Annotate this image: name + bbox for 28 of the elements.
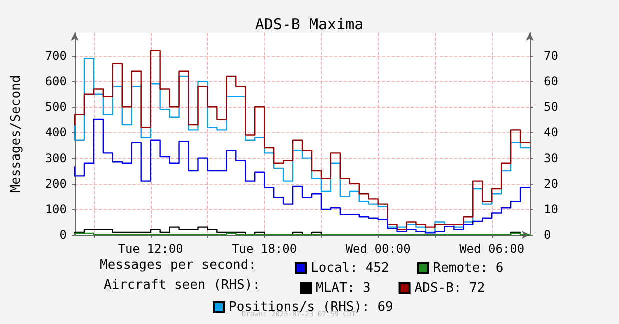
- y-tick-label: 600: [45, 74, 67, 89]
- legend-label: MLAT: 3: [316, 281, 371, 296]
- y2-tick-label: 60: [544, 74, 558, 89]
- y-tick-label: 400: [45, 126, 67, 140]
- x-tick-label: Wed 00:00: [346, 242, 411, 256]
- y2-tick-label: 20: [544, 176, 558, 191]
- text: Messages per second:: [100, 258, 257, 273]
- y-tick-label: 300: [45, 151, 67, 166]
- y-tick-label: 100: [45, 202, 67, 216]
- y2-tick-label: 0: [544, 228, 552, 242]
- x-tick-label: Wed 06:00: [460, 242, 525, 256]
- y2-tick-label: 50: [544, 100, 558, 114]
- y-tick-label: 200: [45, 176, 67, 191]
- y2-tick-label: 70: [544, 49, 558, 64]
- chart-title: ADS-B Maxima: [255, 16, 364, 34]
- y-axis-title: Messages/Second: [9, 75, 24, 193]
- legend-label: Local: 452: [311, 261, 390, 276]
- y2-tick-label: 30: [544, 151, 558, 166]
- y-tick-label: 700: [45, 49, 67, 64]
- text: Aircraft seen (RHS):: [104, 278, 261, 293]
- y2-tick-label: 40: [544, 126, 558, 140]
- legend-label: Remote: 6: [433, 261, 504, 276]
- y2-tick-label: 10: [544, 202, 558, 216]
- x-tick-label: Tue 12:00: [118, 242, 184, 256]
- y-tick-label: 500: [45, 100, 67, 114]
- legend-label: ADS-B: 72: [414, 281, 486, 296]
- x-tick-label: Tue 18:00: [232, 242, 298, 256]
- y-tick-label: 0: [60, 228, 67, 242]
